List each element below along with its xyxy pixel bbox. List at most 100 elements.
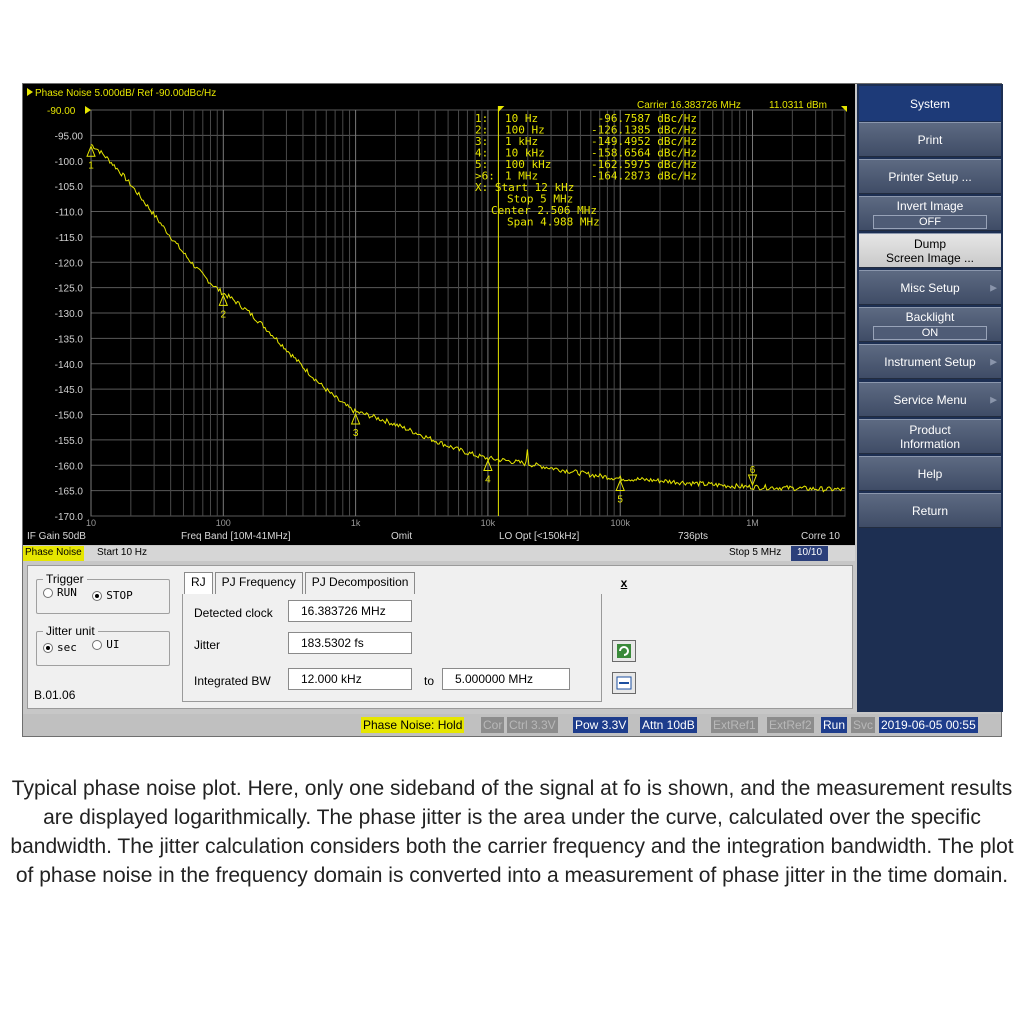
softkey-instrument-setup[interactable]: Instrument Setup ▶ xyxy=(859,344,1001,379)
jitter-panel: Trigger RUN STOP Jitter unit sec UI B.01… xyxy=(27,565,853,709)
softkey-label: System xyxy=(909,96,950,111)
softkey-product-information[interactable]: Product Information xyxy=(859,419,1001,454)
bw-start-field[interactable]: 12.000 kHz xyxy=(288,668,412,690)
marker-table-value: -149.4952 dBc/Hz xyxy=(591,135,697,148)
x-info-line: Stop 5 MHz xyxy=(507,193,573,206)
marker-2-icon xyxy=(218,294,229,306)
plot-canvas: -90.00 -95.00 -100.0 -105.0 -110.0 -115.0 -120… xyxy=(27,88,847,528)
phase-noise-hold: Phase Noise: Hold xyxy=(361,717,465,733)
x-tick-label: 10 xyxy=(86,518,96,528)
pow-indicator: Pow 3.3V xyxy=(573,717,629,733)
jitter-field: 183.5302 fs xyxy=(288,632,412,654)
trigger-legend: Trigger xyxy=(46,572,84,586)
x-info-line: Span 4.988 MHz xyxy=(507,216,600,229)
marker-table-id: 4: xyxy=(475,147,488,160)
y-tick-label: -105.0 xyxy=(55,182,84,193)
submenu-arrow-icon: ▶ xyxy=(990,282,997,292)
marker-table-id: >6: xyxy=(475,170,495,183)
attn-indicator: Attn 10dB xyxy=(640,717,697,733)
close-icon[interactable]: x xyxy=(620,576,628,590)
ref-arrow-icon xyxy=(27,88,33,96)
bw-stop-field[interactable]: 5.000000 MHz xyxy=(442,668,570,690)
softkey-printer-setup[interactable]: Printer Setup ... xyxy=(859,159,1001,194)
y-tick-label: -90.00 xyxy=(47,106,76,117)
softkey-label: Print xyxy=(917,132,943,147)
marker-table-value: -158.6564 dBc/Hz xyxy=(591,147,697,160)
version-label: B.01.06 xyxy=(34,688,76,702)
lo-opt: LO Opt [<150kHz] xyxy=(499,531,580,542)
analyzer-screen: -90.00 -95.00 -100.0 -105.0 -110.0 -115.0 -120… xyxy=(22,83,1003,737)
instrument-status-bar: Phase Noise: Hold Cor Ctrl 3.3V Pow 3.3V… xyxy=(23,714,1001,736)
y-tick-label: -120.0 xyxy=(55,258,84,269)
softkey-misc-setup[interactable]: Misc Setup ▶ xyxy=(859,270,1001,305)
softkey-system: System xyxy=(859,86,1001,121)
softkey-dump-screen-image[interactable]: Dump Screen Image ... xyxy=(859,233,1001,268)
marker-2-label: 2 xyxy=(221,309,227,320)
trigger-group: Trigger RUN STOP xyxy=(36,572,170,614)
x-tick-label: 10k xyxy=(481,518,496,528)
rj-tab-body xyxy=(182,594,602,702)
y-tick-label: -95.00 xyxy=(55,131,84,142)
marker-table-value: -162.5975 dBc/Hz xyxy=(591,158,697,171)
omit-label: Omit xyxy=(391,531,413,542)
x-info-line: Center 2.506 MHz xyxy=(491,204,597,217)
softkey-print[interactable]: Print xyxy=(859,122,1001,157)
unit-sec-radio[interactable]: sec xyxy=(43,641,77,654)
marker-4-label: 4 xyxy=(485,474,491,485)
plot-header: Phase Noise 5.000dB/ Ref -90.00dBc/Hz xyxy=(35,88,216,99)
softkey-value: ON xyxy=(873,325,987,340)
sweep-status-bar: Phase Noise Start 10 Hz Stop 5 MHz 10/10 xyxy=(23,546,855,561)
integration-stop-flag-icon xyxy=(841,106,847,112)
softkey-return[interactable]: Return xyxy=(859,493,1001,528)
tab-pj-decomposition[interactable]: PJ Decomposition xyxy=(304,572,416,594)
trigger-stop-radio[interactable]: STOP xyxy=(92,589,133,602)
y-tick-label: -110.0 xyxy=(55,208,83,219)
refresh-icon[interactable] xyxy=(612,640,636,662)
export-glyph xyxy=(616,676,632,690)
tab-pj-frequency[interactable]: PJ Frequency xyxy=(214,572,303,594)
extref1-indicator: ExtRef1 xyxy=(711,717,758,733)
y-tick-label: -165.0 xyxy=(55,487,84,498)
softkey-label: Misc Setup xyxy=(900,280,960,295)
integrated-bw-label: Integrated BW xyxy=(194,674,271,688)
marker-table-freq: 10 kHz xyxy=(505,147,545,160)
tab-rj[interactable]: RJ xyxy=(184,572,213,594)
svc-indicator: Svc xyxy=(851,717,876,733)
y-tick-label: -140.0 xyxy=(55,360,84,371)
refresh-glyph xyxy=(617,644,631,658)
export-icon[interactable] xyxy=(612,672,636,694)
jitter-tabs: RJ PJ Frequency PJ Decomposition xyxy=(184,572,417,594)
marker-table-value: -126.1385 dBc/Hz xyxy=(591,124,697,137)
trigger-run-radio[interactable]: RUN xyxy=(43,586,77,599)
softkey-label: Printer Setup ... xyxy=(888,169,972,184)
jitter-label: Jitter xyxy=(194,638,221,652)
jitter-unit-group: Jitter unit sec UI xyxy=(36,624,170,666)
submenu-arrow-icon: ▶ xyxy=(990,356,997,366)
softkey-service-menu[interactable]: Service Menu ▶ xyxy=(859,382,1001,417)
marker-5-icon xyxy=(615,479,625,491)
unit-ui-radio[interactable]: UI xyxy=(92,638,119,651)
y-tick-label: -170.0 xyxy=(55,512,84,523)
phase-noise-trace xyxy=(90,143,846,493)
start-freq: Start 10 Hz xyxy=(97,547,148,558)
softkey-backlight[interactable]: Backlight ON xyxy=(859,307,1001,342)
y-tick-label: -130.0 xyxy=(55,309,84,320)
radio-on-icon xyxy=(92,590,103,601)
marker-table-freq: 100 kHz xyxy=(505,158,551,171)
marker-table-id: 1: xyxy=(475,112,488,125)
sweep-count: 10/10 xyxy=(791,546,829,561)
if-gain: IF Gain 50dB xyxy=(27,531,86,542)
y-tick-label: -145.0 xyxy=(55,385,84,396)
marker-table-value: -164.2873 dBc/Hz xyxy=(591,170,697,183)
extref2-indicator: ExtRef2 xyxy=(767,717,814,733)
x-tick-label: 1k xyxy=(351,518,361,528)
y-tick-label: -160.0 xyxy=(55,461,84,472)
phase-noise-plot: -90.00 -95.00 -100.0 -105.0 -110.0 -115.0 -120… xyxy=(23,84,855,530)
x-tick-label: 1M xyxy=(746,518,759,528)
marker-table-freq: 1 MHz xyxy=(505,170,538,183)
softkey-invert-image[interactable]: Invert Image OFF xyxy=(859,196,1001,231)
softkey-help[interactable]: Help xyxy=(859,456,1001,491)
softkey-label: Backlight xyxy=(905,309,955,324)
marker-4-icon xyxy=(483,459,493,471)
radio-off-icon xyxy=(43,587,53,598)
